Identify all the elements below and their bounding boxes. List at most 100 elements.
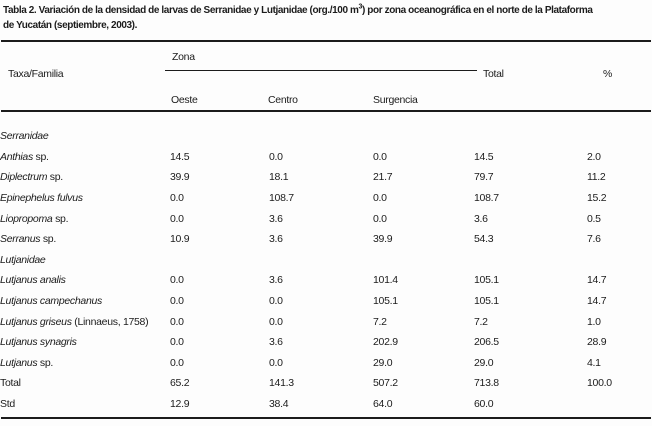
cell-taxon: Lutjanus analis	[0, 270, 170, 291]
cell-surgencia	[373, 250, 474, 271]
taxon-italic-part: Serranus	[0, 233, 41, 246]
taxon-regular-part: Total	[0, 377, 21, 390]
taxon-regular-part: Std	[0, 398, 15, 411]
header-surgencia: Surgencia	[373, 94, 418, 106]
header-centro: Centro	[268, 94, 298, 106]
cell-total: 79.7	[474, 171, 494, 184]
cell-centro: 108.7	[269, 192, 294, 205]
cell-percent: 1.0	[587, 315, 601, 328]
cell-percent	[587, 394, 652, 415]
table-row: Epinephelus fulvus 0.0 108.7 0.0 108.7 1…	[0, 188, 652, 209]
cell-surgencia: 0.0	[373, 150, 387, 163]
cell-total	[474, 126, 587, 147]
top-rule	[1, 40, 651, 42]
cell-centro: 141.3	[269, 377, 294, 390]
cell-taxon: Lutjanus synagris	[0, 332, 170, 353]
taxon-italic-part: Diplectrum	[0, 171, 48, 184]
cell-oeste: 0.0	[170, 336, 184, 349]
cell-surgencia: 39.9	[373, 233, 393, 246]
table-body: Serranidae Anthias sp. 14.5 0.0 0.0 14.5…	[0, 126, 652, 414]
taxon-regular-part: sp.	[32, 150, 49, 163]
table-row: Diplectrum sp. 39.9 18.1 21.7 79.7 11.2	[0, 167, 652, 188]
cell-percent: 100.0	[587, 377, 612, 390]
cell-oeste	[170, 126, 269, 147]
cell-surgencia: 0.0	[373, 212, 387, 225]
cell-percent: 0.5	[587, 212, 601, 225]
taxon-italic-part: Epinephelus fulvus	[0, 192, 83, 205]
header-rule	[1, 110, 651, 112]
taxon-regular-part: sp.	[37, 356, 54, 369]
cell-total: 7.2	[474, 315, 488, 328]
header-taxa-familia: Taxa/Familia	[8, 68, 64, 80]
cell-centro: 38.4	[269, 398, 289, 411]
cell-percent: 11.2	[587, 171, 606, 184]
cell-centro	[269, 126, 373, 147]
cell-surgencia: 7.2	[373, 315, 387, 328]
table-row: Total 65.2 141.3 507.2 713.8 100.0	[0, 373, 652, 394]
cell-surgencia: 507.2	[373, 377, 398, 390]
cell-centro: 18.1	[269, 171, 289, 184]
table-row: Anthias sp. 14.5 0.0 0.0 14.5 2.0	[0, 147, 652, 168]
cell-centro: 3.6	[269, 233, 283, 246]
table-row: Std 12.9 38.4 64.0 60.0	[0, 394, 652, 415]
cell-taxon: Lutjanus griseus (Linnaeus, 1758)	[0, 311, 170, 332]
taxon-italic-part: Serranidae	[0, 130, 49, 143]
header-total: Total	[483, 68, 504, 80]
table-row: Serranus sp. 10.9 3.6 39.9 54.3 7.6	[0, 229, 652, 250]
cell-taxon: Anthias sp.	[0, 147, 170, 168]
data-table: Serranidae Anthias sp. 14.5 0.0 0.0 14.5…	[0, 126, 652, 414]
cell-total: 54.3	[474, 233, 494, 246]
cell-centro	[269, 250, 373, 271]
table-row: Serranidae	[0, 126, 652, 147]
taxon-regular-part: sp.	[52, 212, 69, 225]
cell-centro: 3.6	[269, 336, 283, 349]
taxon-regular-part: sp.	[47, 171, 63, 184]
cell-oeste: 0.0	[170, 212, 184, 225]
taxon-italic-part: Lutjanus synagris	[0, 336, 77, 349]
cell-taxon: Total	[0, 373, 170, 394]
table-row: Lutjanus analis 0.0 3.6 101.4 105.1 14.7	[0, 270, 652, 291]
cell-oeste: 0.0	[170, 315, 184, 328]
table-row: Lutjanus griseus (Linnaeus, 1758) 0.0 0.…	[0, 311, 652, 332]
cell-taxon: Lutjanus sp.	[0, 353, 170, 374]
cell-percent: 28.9	[587, 336, 607, 349]
taxon-italic-part: Liopropoma	[0, 212, 53, 225]
taxon-regular-part: (Linnaeus, 1758)	[71, 315, 149, 328]
cell-total: 105.1	[474, 274, 499, 287]
bottom-rule	[1, 417, 651, 419]
cell-oeste: 0.0	[170, 356, 184, 369]
cell-oeste: 39.9	[170, 171, 190, 184]
cell-surgencia: 64.0	[373, 398, 393, 411]
taxon-italic-part: Lutjanus	[0, 356, 38, 369]
table-row: Lutjanus synagris 0.0 3.6 202.9 206.5 28…	[0, 332, 652, 353]
cell-surgencia: 29.0	[373, 356, 393, 369]
cell-oeste: 0.0	[170, 295, 184, 308]
cell-oeste: 10.9	[170, 233, 190, 246]
cell-surgencia: 105.1	[373, 295, 398, 308]
taxon-italic-part: Lutjanidae	[0, 253, 46, 266]
header-percent: %	[603, 68, 613, 80]
cell-oeste: 0.0	[170, 274, 184, 287]
cell-oeste: 14.5	[170, 150, 190, 163]
header-zona-group: Zona	[172, 51, 195, 63]
cell-oeste	[170, 250, 269, 271]
cell-centro: 0.0	[269, 295, 283, 308]
cell-percent: 15.2	[587, 192, 607, 205]
cell-oeste: 0.0	[170, 192, 184, 205]
cell-total: 3.6	[474, 212, 488, 225]
taxon-italic-part: Lutjanus campechanus	[0, 295, 102, 308]
cell-taxon: Serranidae	[0, 126, 170, 147]
cell-taxon: Serranus sp.	[0, 229, 170, 250]
cell-total: 60.0	[474, 398, 494, 411]
cell-total: 108.7	[474, 192, 499, 205]
table-row: Lutjanus campechanus 0.0 0.0 105.1 105.1…	[0, 291, 652, 312]
cell-oeste: 12.9	[170, 398, 190, 411]
cell-total: 14.5	[474, 150, 494, 163]
zona-group-underline	[165, 70, 477, 71]
cell-total: 206.5	[474, 336, 499, 349]
header-oeste: Oeste	[171, 94, 198, 106]
cell-surgencia	[373, 126, 474, 147]
cell-percent: 14.7	[587, 295, 607, 308]
cell-taxon: Lutjanidae	[0, 250, 170, 271]
